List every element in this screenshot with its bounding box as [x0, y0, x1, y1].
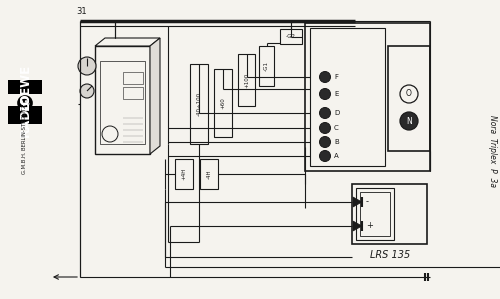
Text: +: +	[366, 222, 373, 231]
Bar	[8, 80, 42, 94]
Text: -: -	[366, 198, 369, 207]
Circle shape	[320, 123, 330, 133]
Bar	[175, 159, 193, 189]
Text: F: F	[334, 74, 338, 80]
Circle shape	[400, 112, 418, 130]
Circle shape	[18, 96, 32, 110]
Bar	[238, 54, 255, 106]
Bar	[190, 64, 208, 144]
Circle shape	[320, 89, 330, 100]
Text: A: A	[334, 153, 339, 159]
Bar	[280, 29, 302, 44]
Circle shape	[102, 126, 118, 142]
Polygon shape	[150, 38, 160, 154]
Bar	[123, 72, 143, 84]
Bar	[123, 87, 143, 99]
Text: Nora  Triplex  P  3a: Nora Triplex P 3a	[488, 115, 496, 187]
Circle shape	[400, 85, 418, 103]
Circle shape	[320, 71, 330, 83]
Text: +60: +60	[220, 97, 226, 109]
Text: C: C	[334, 125, 339, 131]
Text: O: O	[406, 89, 412, 98]
Bar	[356, 188, 394, 240]
Bar	[310, 28, 385, 166]
Circle shape	[320, 150, 330, 161]
Polygon shape	[95, 38, 160, 46]
Text: 31: 31	[76, 7, 86, 16]
Text: LRS 135: LRS 135	[370, 250, 410, 260]
Polygon shape	[353, 197, 362, 207]
Bar	[360, 192, 390, 236]
Text: G.M.B.H. BERLIN-STEGLITZ: G.M.B.H. BERLIN-STEGLITZ	[22, 104, 28, 174]
Circle shape	[78, 57, 96, 75]
Polygon shape	[353, 221, 362, 231]
Bar	[214, 69, 232, 137]
Text: LOEWE: LOEWE	[18, 64, 32, 110]
Bar	[200, 159, 218, 189]
Text: RADIO: RADIO	[18, 93, 32, 137]
Text: +100: +100	[244, 72, 249, 88]
Bar	[259, 46, 274, 86]
Text: -40÷100: -40÷100	[196, 92, 202, 116]
Text: E: E	[334, 91, 338, 97]
Circle shape	[320, 108, 330, 118]
Text: -4H: -4H	[206, 169, 212, 179]
Bar	[100, 61, 145, 144]
Bar	[352, 184, 427, 244]
Bar	[95, 46, 150, 154]
Circle shape	[80, 84, 94, 98]
Bar	[305, 23, 430, 171]
Text: N: N	[406, 117, 412, 126]
Text: D: D	[334, 110, 339, 116]
Bar	[8, 106, 42, 124]
Text: +4H: +4H	[182, 168, 186, 180]
Text: -G1: -G1	[264, 61, 269, 71]
Bar	[388, 46, 430, 151]
Text: -G2: -G2	[286, 34, 296, 39]
Text: B: B	[334, 139, 339, 145]
Circle shape	[320, 137, 330, 147]
